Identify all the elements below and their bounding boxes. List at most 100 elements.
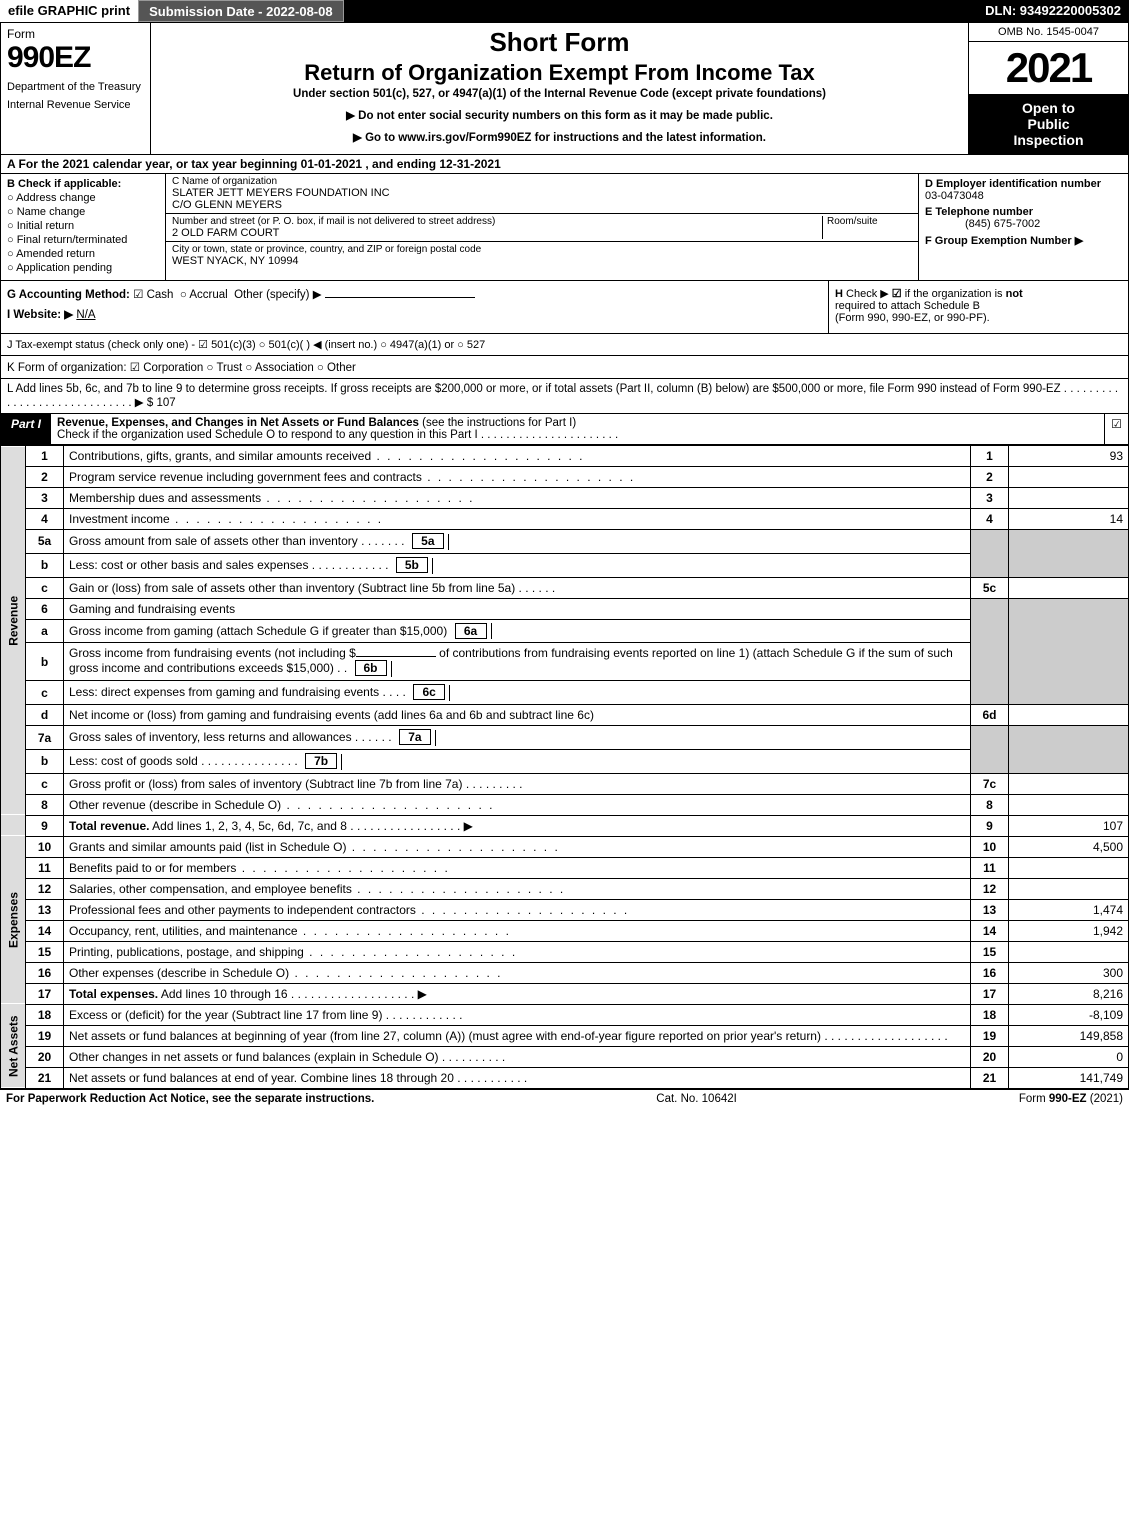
part1-check-text: Check if the organization used Schedule … (57, 429, 618, 441)
l2-num: 2 (26, 467, 64, 488)
l6b-num: b (26, 643, 64, 681)
website: N/A (76, 309, 95, 321)
line-a: A For the 2021 calendar year, or tax yea… (0, 155, 1129, 174)
l7c-desc: Gross profit or (loss) from sales of inv… (64, 773, 971, 794)
l13-num: 13 (26, 899, 64, 920)
e-lbl: E Telephone number (925, 206, 1033, 218)
l2-desc: Program service revenue including govern… (64, 467, 971, 488)
cb-final-return[interactable]: ○ Final return/terminated (7, 234, 159, 246)
l5c-box: 5c (971, 577, 1009, 598)
goto-link[interactable]: ▶ Go to www.irs.gov/Form990EZ for instru… (159, 130, 960, 144)
l18-amt: -8,109 (1009, 1004, 1129, 1025)
l20-box: 20 (971, 1046, 1009, 1067)
l7c-box: 7c (971, 773, 1009, 794)
sidebar-revenue: Revenue (1, 446, 26, 795)
l1-amt: 93 (1009, 446, 1129, 467)
omb-number: OMB No. 1545-0047 (969, 23, 1128, 42)
l7b-sub: 7b (305, 753, 337, 769)
dept-treasury: Department of the Treasury (7, 81, 144, 93)
cb-initial-return[interactable]: ○ Initial return (7, 220, 159, 232)
l1-box: 1 (971, 446, 1009, 467)
org-co: C/O GLENN MEYERS (172, 199, 390, 211)
l17-num: 17 (26, 983, 64, 1004)
title-return: Return of Organization Exempt From Incom… (159, 60, 960, 86)
l4-desc: Investment income (64, 509, 971, 530)
l6a-desc: Gross income from gaming (attach Schedul… (64, 619, 971, 643)
l6d-box: 6d (971, 705, 1009, 726)
l17-amt: 8,216 (1009, 983, 1129, 1004)
l5a-desc: Gross amount from sale of assets other t… (64, 530, 971, 554)
room-suite-lbl: Room/suite (822, 216, 912, 239)
l7b-desc: Less: cost of goods sold . . . . . . . .… (64, 749, 971, 773)
l10-amt: 4,500 (1009, 836, 1129, 857)
l1-desc: Contributions, gifts, grants, and simila… (64, 446, 971, 467)
cb-application-pending[interactable]: ○ Application pending (7, 262, 159, 274)
l6a-sub: 6a (455, 623, 487, 639)
l11-desc: Benefits paid to or for members (64, 857, 971, 878)
section-ghi: G Accounting Method: ☑ Cash ○ Accrual Ot… (0, 281, 1129, 334)
l5c-desc: Gain or (loss) from sale of assets other… (64, 577, 971, 598)
l13-desc: Professional fees and other payments to … (64, 899, 971, 920)
h-line1: H Check ▶ ☑ if the organization is not (835, 287, 1122, 300)
sidebar-net-assets: Net Assets (1, 1004, 26, 1088)
l9-amt: 107 (1009, 815, 1129, 836)
l3-amt (1009, 488, 1129, 509)
part1-checkbox[interactable]: ☑ (1104, 414, 1128, 444)
h-line2: required to attach Schedule B (835, 300, 1122, 312)
efile-label[interactable]: efile GRAPHIC print (0, 0, 138, 22)
footer-left: For Paperwork Reduction Act Notice, see … (6, 1093, 374, 1105)
g-line: G Accounting Method: ☑ Cash ○ Accrual Ot… (7, 287, 822, 301)
l7a-num: 7a (26, 726, 64, 750)
l11-box: 11 (971, 857, 1009, 878)
ghi-left: G Accounting Method: ☑ Cash ○ Accrual Ot… (1, 281, 828, 333)
l15-amt (1009, 941, 1129, 962)
l11-amt (1009, 857, 1129, 878)
l-val: 107 (156, 397, 175, 409)
l6d-desc: Net income or (loss) from gaming and fun… (64, 705, 971, 726)
col-c: C Name of organization SLATER JETT MEYER… (166, 174, 918, 280)
l20-desc: Other changes in net assets or fund bala… (64, 1046, 971, 1067)
l9-box: 9 (971, 815, 1009, 836)
cb-amended-return[interactable]: ○ Amended return (7, 248, 159, 260)
l1-num: 1 (26, 446, 64, 467)
open-line3: Inspection (973, 132, 1124, 148)
footer: For Paperwork Reduction Act Notice, see … (0, 1089, 1129, 1108)
l5b-sub: 5b (396, 557, 428, 573)
l6c-sub: 6c (413, 684, 445, 700)
l6c-desc: Less: direct expenses from gaming and fu… (64, 681, 971, 705)
l18-num: 18 (26, 1004, 64, 1025)
l6b-desc: Gross income from fundraising events (no… (64, 643, 971, 681)
l21-amt: 141,749 (1009, 1067, 1129, 1088)
l6-num: 6 (26, 598, 64, 619)
sidebar-expenses: Expenses (1, 836, 26, 1004)
l10-desc: Grants and similar amounts paid (list in… (64, 836, 971, 857)
l7c-amt (1009, 773, 1129, 794)
cb-name-change[interactable]: ○ Name change (7, 206, 159, 218)
c-street-lbl: Number and street (or P. O. box, if mail… (172, 216, 822, 227)
l15-num: 15 (26, 941, 64, 962)
l18-box: 18 (971, 1004, 1009, 1025)
form-number: 990EZ (7, 41, 144, 75)
col-b: B Check if applicable: ○ Address change … (1, 174, 166, 280)
part1-title-rest: (see the instructions for Part I) (419, 417, 576, 429)
l3-box: 3 (971, 488, 1009, 509)
section-b-c-def: B Check if applicable: ○ Address change … (0, 174, 1129, 281)
l8-num: 8 (26, 794, 64, 815)
l2-box: 2 (971, 467, 1009, 488)
l9-desc: Total revenue. Add lines 1, 2, 3, 4, 5c,… (64, 815, 971, 836)
footer-mid: Cat. No. 10642I (374, 1093, 1019, 1105)
g-accrual[interactable]: ○ Accrual (180, 289, 228, 301)
l19-num: 19 (26, 1025, 64, 1046)
l21-num: 21 (26, 1067, 64, 1088)
l20-amt: 0 (1009, 1046, 1129, 1067)
dln-label: DLN: 93492220005302 (977, 0, 1129, 22)
l6-desc: Gaming and fundraising events (64, 598, 971, 619)
c-name-row: C Name of organization SLATER JETT MEYER… (166, 174, 918, 214)
l7a-desc: Gross sales of inventory, less returns a… (64, 726, 971, 750)
g-cash[interactable]: ☑ Cash (133, 289, 173, 301)
g-other[interactable]: Other (specify) ▶ (234, 289, 321, 301)
l8-amt (1009, 794, 1129, 815)
h-line3: (Form 990, 990-EZ, or 990-PF). (835, 312, 1122, 324)
cb-address-change[interactable]: ○ Address change (7, 192, 159, 204)
f-lbl: F Group Exemption Number ▶ (925, 235, 1083, 247)
